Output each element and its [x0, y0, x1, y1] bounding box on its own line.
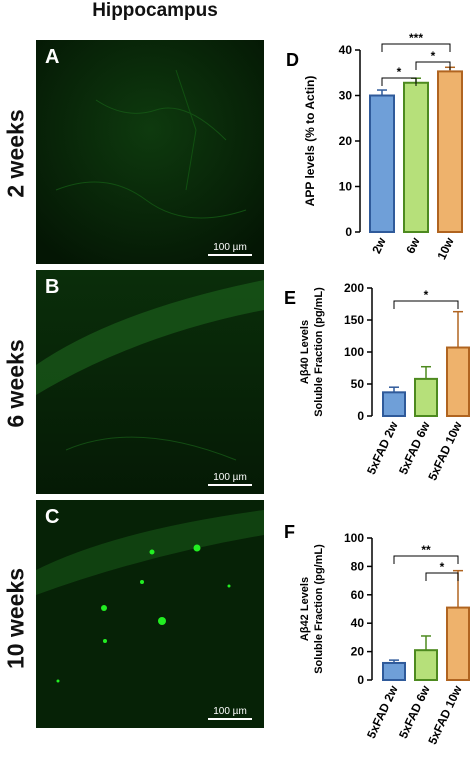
scale-bar-b-line — [208, 484, 252, 486]
category-label-f-1: 5xFAD 6w — [396, 683, 433, 741]
scale-bar-b: 100 µm — [208, 472, 252, 486]
bar-d-2 — [437, 70, 463, 234]
y-tick-label-e: 150 — [344, 313, 364, 327]
scale-bar-a-label: 100 µm — [213, 242, 247, 253]
micrograph-b: B 100 µm — [36, 270, 264, 494]
figure-title: Hippocampus — [92, 0, 218, 21]
category-label-d-2: 10w — [434, 235, 457, 262]
y-tick-label-e: 50 — [351, 377, 365, 391]
chart-d: D APP levels (% to Actin) 0 10 20 30 40 2w 6w 10w… — [272, 31, 472, 262]
y-tick-label-d: 40 — [339, 43, 353, 57]
category-label-d-0: 2w — [369, 235, 389, 256]
y-tick-label-f: 0 — [357, 673, 364, 687]
y-tick-label-d: 0 — [345, 225, 352, 239]
sig-bracket-d-0 — [381, 43, 451, 52]
chart-e: E Aβ40 Levels Soluble Fraction (pg/mL) 0 50 1… — [272, 276, 472, 516]
row-label-10-weeks: 10 weeks — [2, 567, 29, 670]
sig-bracket-f-0 — [393, 555, 459, 564]
sig-label-e-0: * — [424, 288, 429, 302]
panel-letter-f: F — [284, 522, 295, 542]
y-tick-label-f: 20 — [351, 645, 365, 659]
sig-label-d-0: *** — [409, 31, 423, 45]
bar-e-0 — [382, 391, 406, 417]
y-tick-label-e: 0 — [357, 409, 364, 423]
y-tick-label-f: 60 — [351, 588, 365, 602]
scale-bar-c: 100 µm — [208, 706, 252, 720]
sig-label-f-1: * — [440, 560, 445, 574]
sig-label-d-1: * — [397, 65, 402, 79]
y-tick-label-d: 30 — [339, 89, 353, 103]
micrograph-c: C 100 µm — [36, 500, 264, 728]
y-tick-label-d: 20 — [339, 134, 353, 148]
category-label-e-0: 5xFAD 2w — [364, 419, 401, 477]
micrograph-b-texture — [36, 270, 264, 494]
bar-f-0 — [382, 661, 406, 682]
bar-f-1 — [414, 649, 438, 681]
category-label-d-1: 6w — [403, 235, 423, 256]
chart-d-svg: D APP levels (% to Actin) 0 10 20 30 40 2w 6w 10w… — [286, 31, 463, 262]
chart-f: F Aβ42 Levels Soluble Fraction (pg/mL) 0 20 4… — [272, 516, 472, 762]
panel-letter-d: D — [286, 50, 299, 70]
y-axis-label-main-f: Aβ42 Levels — [299, 577, 311, 641]
row-label-2-weeks: 2 weeks — [2, 109, 29, 198]
y-axis-label-main-e: Aβ40 Levels — [299, 320, 311, 384]
y-tick-label-f: 40 — [351, 616, 365, 630]
bar-f-2 — [446, 606, 470, 681]
panel-label-a: A — [45, 46, 60, 68]
category-label-e-1: 5xFAD 6w — [396, 419, 433, 477]
panel-label-b: B — [45, 276, 60, 298]
sig-bracket-d-1 — [381, 77, 417, 86]
y-axis-label-sub-f: Soluble Fraction (pg/mL) — [313, 544, 325, 674]
y-tick-label-e: 100 — [344, 345, 364, 359]
micrograph-c-texture — [36, 500, 264, 728]
scale-bar-c-line — [208, 718, 252, 720]
panel-letter-e: E — [284, 288, 296, 308]
sig-label-d-2: * — [431, 49, 436, 63]
chart-f-svg: F Aβ42 Levels Soluble Fraction (pg/mL) 0 20 4… — [284, 522, 470, 747]
scale-bar-c-label: 100 µm — [213, 706, 247, 717]
sig-bracket-e-0 — [393, 300, 459, 309]
y-axis-label-sub-e: Soluble Fraction (pg/mL) — [313, 287, 325, 417]
y-tick-label-e: 200 — [344, 281, 364, 295]
bar-d-0 — [369, 94, 395, 233]
bar-e-2 — [446, 346, 470, 417]
sig-label-f-0: ** — [421, 543, 431, 557]
micrograph-a-texture — [36, 40, 264, 264]
bar-d-1 — [403, 81, 429, 234]
y-tick-label-d: 10 — [339, 180, 353, 194]
micrograph-a: A 100 µm — [36, 40, 264, 264]
amyloid-plaques — [56, 544, 231, 683]
y-axis-label-d: APP levels (% to Actin) — [303, 76, 317, 207]
scale-bar-a-line — [208, 254, 252, 256]
sig-bracket-f-1 — [425, 572, 459, 581]
y-tick-label-f: 100 — [344, 531, 364, 545]
scale-bar-b-label: 100 µm — [213, 472, 247, 483]
bar-e-1 — [414, 377, 438, 417]
y-tick-label-f: 80 — [351, 559, 365, 573]
row-label-6-weeks: 6 weeks — [2, 339, 29, 428]
panel-label-c: C — [45, 506, 60, 528]
category-label-f-0: 5xFAD 2w — [364, 683, 401, 741]
scale-bar-a: 100 µm — [208, 242, 252, 256]
sig-bracket-d-2 — [415, 61, 451, 70]
